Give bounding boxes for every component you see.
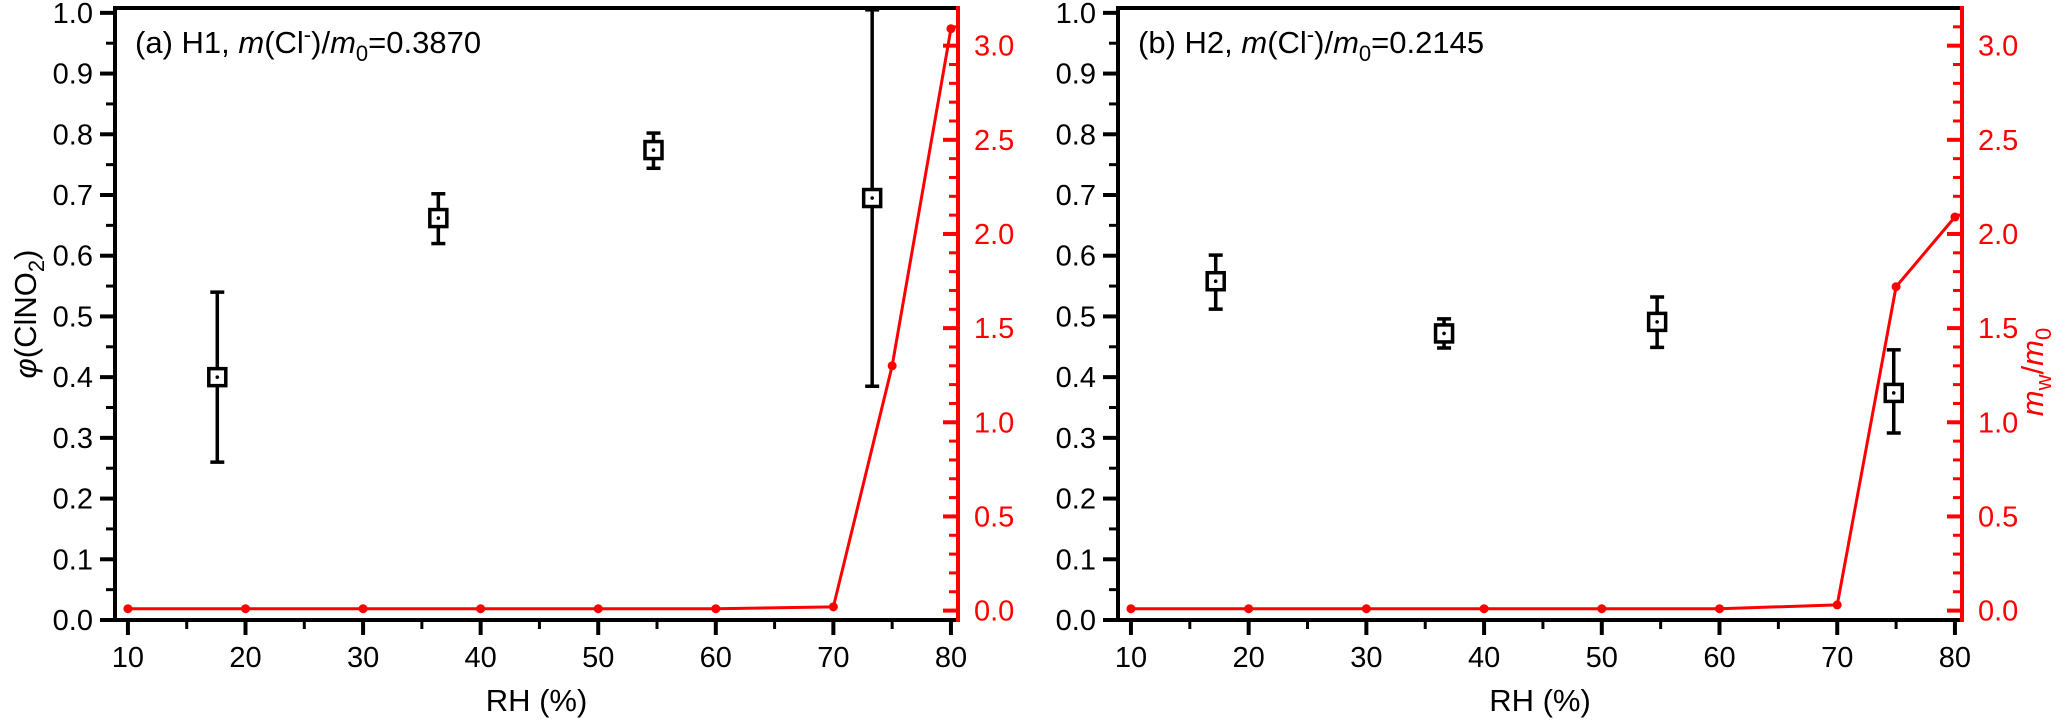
- x-tick-label: 60: [700, 642, 732, 674]
- series-line: [127, 28, 953, 611]
- y-left-tick-label: 0.1: [53, 544, 93, 576]
- y-left-tick-label: 0.6: [1056, 241, 1096, 273]
- series-point-dot: [1950, 212, 1960, 222]
- y-right-tick-label: 1.0: [1978, 407, 2018, 439]
- panel-b: 10 20 30 40 50 60 70 80 RH (%) 0.0 0.1 0.2 0.3 0.4 0.5…: [1056, 0, 2056, 718]
- x-tick-label: 20: [1233, 642, 1265, 674]
- series-point-dot: [1891, 282, 1901, 292]
- scatter-marker-center-dot: [436, 216, 441, 220]
- series-point-dot: [887, 361, 897, 371]
- x-tick-label: 20: [229, 642, 261, 674]
- series-point-dot: [593, 604, 603, 614]
- plot-frame-left-bottom: [1116, 6, 1964, 622]
- series-point-dot: [711, 604, 721, 614]
- series-point-dot: [241, 604, 251, 614]
- y-left-axis-title: φ(ClNO2): [8, 250, 49, 379]
- panel-a: 10 20 30 40 50 60 70 80 RH (%) 0.0 0.1 0.2 0.3 0.4 0.5…: [8, 0, 1014, 718]
- series-point-dot: [1597, 604, 1607, 614]
- x-tick-label: 80: [935, 642, 967, 674]
- series-point-dot: [1126, 604, 1136, 614]
- series-point-dot: [1479, 604, 1489, 614]
- y-right-tick-label: 2.0: [1978, 219, 2018, 251]
- y-right-axis-title: mw/m0: [2015, 328, 2056, 416]
- y-left-tick-label: 0.2: [53, 484, 93, 516]
- plot-frame-left-bottom: [113, 6, 960, 622]
- x-tick-label: 60: [1703, 642, 1735, 674]
- x-tick-label: 10: [112, 642, 144, 674]
- scatter-marker-center-dot: [651, 148, 656, 152]
- y-left-tick-label: 1.0: [1056, 0, 1096, 30]
- scatter-marker-center-dot: [215, 375, 220, 379]
- x-tick-label: 30: [1350, 642, 1382, 674]
- y-right-tick-label: 3.0: [1978, 31, 2018, 63]
- x-tick-label: 70: [817, 642, 849, 674]
- y-left-tick-label: 0.5: [1056, 301, 1096, 333]
- y-right-tick-label: 2.5: [974, 125, 1014, 157]
- y-right-tick-label: 0.5: [1978, 501, 2018, 533]
- scatter-marker-center-dot: [1442, 331, 1446, 336]
- series-point-dot: [828, 602, 838, 612]
- x-tick-label: 80: [1939, 642, 1971, 674]
- y-left-tick-label: 0.4: [1056, 362, 1096, 394]
- y-left-tick-label: 0.3: [53, 423, 93, 455]
- y-left-tick-label: 0.7: [1056, 180, 1096, 212]
- y-right-tick-label: 1.5: [974, 313, 1014, 345]
- y-left-tick-label: 0.0: [1056, 605, 1096, 637]
- y-left-tick-label: 0.0: [53, 605, 93, 637]
- series-point-dot: [123, 604, 133, 614]
- y-left-tick-label: 1.0: [53, 0, 93, 30]
- y-right-tick-label: 0.0: [1978, 596, 2018, 628]
- y-right-tick-label: 2.0: [974, 219, 1014, 251]
- y-left-tick-label: 0.7: [53, 180, 93, 212]
- y-left-tick-label: 0.6: [53, 241, 93, 273]
- y-left-tick-label: 0.8: [1056, 119, 1096, 151]
- series-point-dot: [1715, 604, 1725, 614]
- y-left-tick-label: 0.4: [53, 362, 93, 394]
- x-tick-label: 10: [1115, 642, 1147, 674]
- x-tick-label: 40: [1468, 642, 1500, 674]
- scatter-marker-center-dot: [1213, 279, 1218, 284]
- panel-annotation: (a) H1, m(Cl-)/m0=0.3870: [135, 22, 481, 66]
- y-right-tick-label: 0.0: [974, 596, 1014, 628]
- panel-annotation: (b) H2, m(Cl-)/m0=0.2145: [1138, 22, 1484, 66]
- x-tick-label: 30: [347, 642, 379, 674]
- y-right-tick-label: 2.5: [1978, 125, 2018, 157]
- scatter-marker-center-dot: [1891, 391, 1896, 395]
- x-tick-label: 40: [465, 642, 497, 674]
- y-left-tick-label: 0.9: [53, 59, 93, 91]
- x-axis-title: RH (%): [486, 683, 588, 718]
- x-tick-label: 50: [1586, 642, 1618, 674]
- series-line: [1130, 216, 1957, 611]
- y-left-tick-label: 0.2: [1056, 484, 1096, 516]
- series-point-dot: [1244, 604, 1254, 614]
- series-point-dot: [946, 24, 956, 34]
- x-tick-label: 50: [582, 642, 614, 674]
- y-left-tick-label: 0.5: [53, 301, 93, 333]
- y-left-tick-label: 0.1: [1056, 544, 1096, 576]
- x-axis-title: RH (%): [1489, 683, 1591, 718]
- y-left-tick-label: 0.3: [1056, 423, 1096, 455]
- y-right-tick-label: 3.0: [974, 31, 1014, 63]
- y-right-tick-label: 1.5: [1978, 313, 2018, 345]
- series-point-dot: [358, 604, 368, 614]
- scatter-marker-center-dot: [870, 196, 874, 200]
- y-right-tick-label: 0.5: [974, 501, 1014, 533]
- x-tick-label: 70: [1821, 642, 1853, 674]
- y-right-tick-label: 1.0: [974, 407, 1014, 439]
- series-point-dot: [1361, 604, 1371, 614]
- y-left-tick-label: 0.9: [1056, 59, 1096, 91]
- scatter-marker-center-dot: [1655, 320, 1659, 324]
- y-left-tick-label: 0.8: [53, 119, 93, 151]
- series-point-dot: [1832, 600, 1842, 610]
- series-point-dot: [476, 604, 486, 614]
